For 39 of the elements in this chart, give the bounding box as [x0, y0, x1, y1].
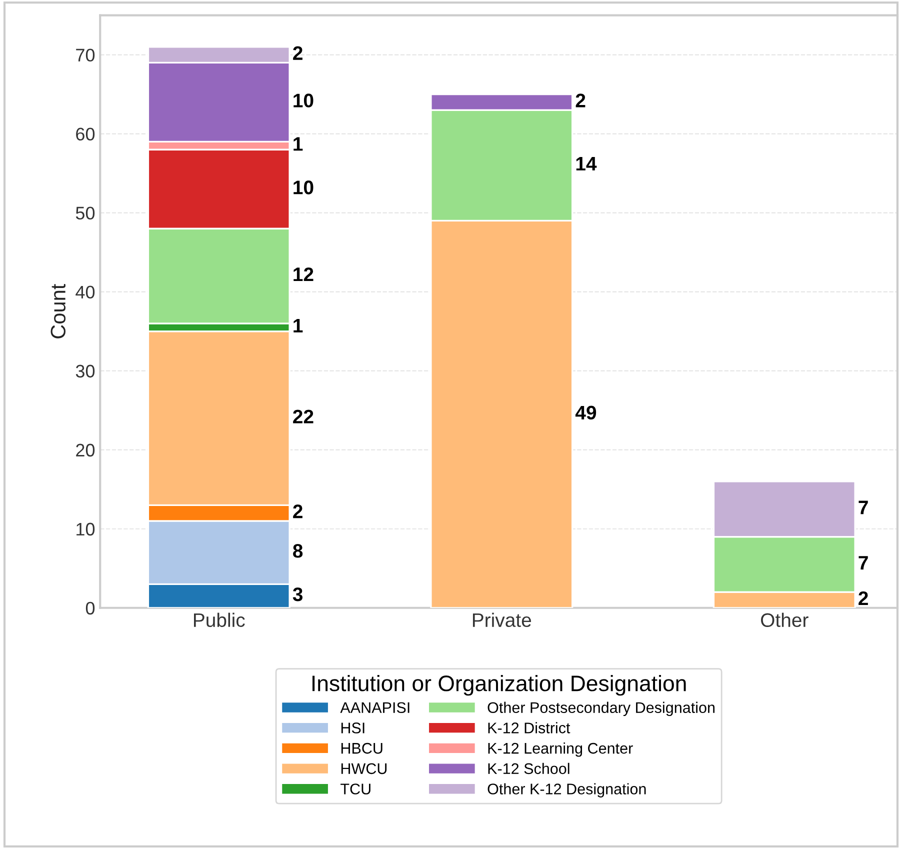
y-tick-label: 50 [76, 206, 95, 220]
legend-label: K-12 District [488, 722, 570, 734]
legend-label: K-12 School [488, 762, 570, 774]
legend-label: HSI [341, 722, 364, 734]
legend-label: Other Postsecondary Designation [488, 702, 715, 716]
y-tick-label: 40 [76, 286, 95, 299]
y-tick-label: 10 [76, 522, 95, 536]
y-tick-label: 30 [76, 364, 95, 378]
data-label: 10 [294, 180, 314, 194]
y-tick-label: 70 [76, 48, 95, 62]
data-label: 7 [858, 500, 868, 514]
legend-label: HBCU [341, 742, 382, 754]
data-label: 10 [294, 94, 314, 108]
x-tick-label: Other [760, 612, 808, 628]
data-label: 3 [292, 587, 303, 602]
data-label: 1 [294, 137, 303, 151]
data-label: 22 [293, 410, 314, 424]
data-label: 49 [575, 406, 596, 420]
data-label: 14 [576, 157, 597, 170]
legend-label: HWCU [341, 763, 387, 774]
data-label: 2 [576, 94, 586, 108]
legend-label: AANAPISI [340, 702, 410, 714]
data-label: 2 [293, 46, 302, 60]
y-tick-label: 0 [86, 602, 95, 615]
y-tick-label: 60 [76, 128, 95, 141]
x-tick-label: Public [194, 612, 245, 628]
data-label: 8 [293, 544, 303, 558]
legend-label: Other K-12 Designation [488, 783, 646, 798]
data-label: 12 [294, 267, 314, 282]
data-label: 1 [294, 319, 303, 332]
legend-label: K-12 Learning Center [488, 742, 633, 757]
y-tick-label: 20 [76, 444, 95, 457]
legend-label: TCU [340, 784, 370, 794]
y-axis-title: Count [50, 284, 66, 338]
data-label: 2 [858, 591, 868, 606]
data-label: 7 [858, 556, 868, 570]
x-tick-label: Private [472, 612, 532, 628]
legend-title: Institution or Organization Designation [312, 674, 686, 696]
data-label: 2 [293, 504, 302, 518]
